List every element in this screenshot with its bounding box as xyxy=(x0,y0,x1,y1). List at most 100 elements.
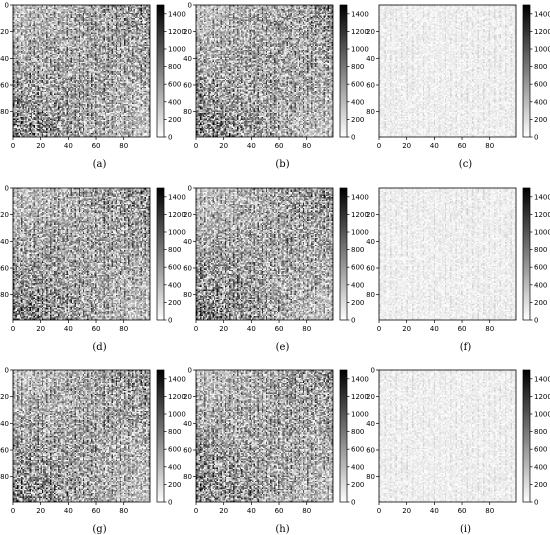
colorbar-tick-label: 1400 xyxy=(351,375,369,383)
y-tick-label: 60 xyxy=(183,447,192,455)
colorbar-tick-label: 1200 xyxy=(534,211,550,219)
x-tick-label: 40 xyxy=(247,507,256,515)
y-tick-label: 0 xyxy=(188,367,192,375)
y-tick-label: 40 xyxy=(366,420,375,428)
colorbar-tick-label: 400 xyxy=(534,281,547,289)
y-tick-label: 20 xyxy=(0,211,9,219)
y-tick-label: 20 xyxy=(0,28,9,36)
x-tick-label: 80 xyxy=(302,325,311,333)
x-tick-label: 20 xyxy=(219,142,228,150)
colorbar-tick-label: 1200 xyxy=(351,393,369,401)
x-tick-label: 60 xyxy=(92,507,101,515)
heatmap-cells xyxy=(13,5,150,137)
x-tick-label: 40 xyxy=(430,507,439,515)
heatmap-panel: 0 20 40 60 800204060800200400600800100012001… xyxy=(0,185,186,354)
colorbar-tick-label: 1200 xyxy=(534,393,550,401)
panel-caption: (i) xyxy=(460,524,471,535)
y-tick-label: 40 xyxy=(0,238,9,246)
x-tick-label: 40 xyxy=(64,325,73,333)
colorbar-tick-label: 800 xyxy=(351,428,364,436)
x-tick-label: 0 xyxy=(377,507,381,515)
colorbar-tick-label: 600 xyxy=(351,264,364,272)
colorbar-tick-label: 400 xyxy=(351,463,364,471)
colorbar-tick-label: 1400 xyxy=(168,193,186,201)
plot-frame xyxy=(378,187,517,321)
colorbar-tick-label: 1400 xyxy=(534,375,550,383)
x-tick-label: 20 xyxy=(36,142,45,150)
colorbar-tick-label: 800 xyxy=(168,428,181,436)
colorbar-tick-label: 1400 xyxy=(351,193,369,201)
heatmap-panel: 0 20 40 60 802040608002004006008001000120014… xyxy=(366,4,550,170)
plot-frame xyxy=(195,369,334,503)
x-tick-label: 60 xyxy=(275,142,284,150)
panel-caption: (e) xyxy=(276,342,290,353)
y-tick-label: 60 xyxy=(0,82,9,90)
panel-caption: (f) xyxy=(460,342,472,353)
panel-caption: (g) xyxy=(92,524,106,535)
x-tick-label: 60 xyxy=(458,507,467,515)
colorbar-tick-label: 800 xyxy=(534,428,547,436)
colorbar xyxy=(339,187,348,321)
colorbar-tick-label: 400 xyxy=(168,463,181,471)
colorbar-tick-label: 800 xyxy=(168,63,181,71)
colorbar-tick-label: 600 xyxy=(351,81,364,89)
colorbar-tick-label: 0 xyxy=(168,134,172,142)
y-tick-label: 60 xyxy=(0,265,9,273)
colorbar xyxy=(522,187,531,321)
colorbar-tick-label: 800 xyxy=(351,246,364,254)
colorbar-tick-label: 0 xyxy=(351,317,355,325)
colorbar-tick-label: 0 xyxy=(168,499,172,507)
plot-frame xyxy=(378,4,517,138)
colorbar-tick-label: 800 xyxy=(534,63,547,71)
colorbar-tick-label: 400 xyxy=(168,281,181,289)
y-tick-label: 60 xyxy=(366,82,375,90)
x-tick-label: 40 xyxy=(430,142,439,150)
x-tick-label: 80 xyxy=(485,325,494,333)
y-tick-label: 0 xyxy=(188,2,192,10)
panel-caption: (d) xyxy=(92,342,106,353)
x-tick-label: 40 xyxy=(64,142,73,150)
heatmap-cells xyxy=(196,188,333,320)
colorbar xyxy=(339,4,348,138)
colorbar-tick-label: 0 xyxy=(534,134,538,142)
colorbar-tick-label: 800 xyxy=(534,246,547,254)
x-tick-label: 0 xyxy=(194,325,198,333)
y-tick-label: 40 xyxy=(183,55,192,63)
colorbar-tick-label: 1400 xyxy=(168,10,186,18)
colorbar-tick-label: 1200 xyxy=(168,393,186,401)
colorbar-tick-label: 1400 xyxy=(534,193,550,201)
y-tick-label: 80 xyxy=(366,108,375,116)
colorbar-tick-label: 200 xyxy=(168,481,181,489)
y-tick-label: 0 xyxy=(371,367,375,375)
colorbar-tick-label: 600 xyxy=(534,446,547,454)
colorbar-tick-label: 200 xyxy=(534,299,547,307)
x-tick-label: 0 xyxy=(377,325,381,333)
x-tick-label: 20 xyxy=(36,325,45,333)
colorbar-tick-label: 600 xyxy=(168,446,181,454)
x-tick-label: 0 xyxy=(11,507,15,515)
colorbar xyxy=(156,4,165,138)
heatmap-panel: 0 20 40 60 800204060800200400600800100012001… xyxy=(0,367,186,535)
x-tick-label: 40 xyxy=(247,142,256,150)
colorbar-tick-label: 400 xyxy=(351,98,364,106)
heatmap-cells xyxy=(13,370,150,502)
colorbar-tick-label: 1000 xyxy=(534,229,550,237)
x-tick-label: 0 xyxy=(194,142,198,150)
heatmap-cells xyxy=(379,188,516,320)
colorbar-tick-label: 400 xyxy=(534,98,547,106)
heatmap-cells xyxy=(13,188,150,320)
colorbar-tick-label: 200 xyxy=(351,481,364,489)
x-tick-label: 60 xyxy=(458,142,467,150)
colorbar-tick-label: 1400 xyxy=(351,10,369,18)
colorbar-tick-label: 1400 xyxy=(534,10,550,18)
heatmap-cells xyxy=(196,5,333,137)
plot-frame xyxy=(195,187,334,321)
y-tick-label: 20 xyxy=(183,28,192,36)
y-tick-label: 80 xyxy=(183,473,192,481)
panel-caption: (c) xyxy=(459,159,473,170)
colorbar-tick-label: 400 xyxy=(168,98,181,106)
y-tick-label: 0 xyxy=(188,185,192,193)
x-tick-label: 60 xyxy=(275,325,284,333)
colorbar-tick-label: 600 xyxy=(168,264,181,272)
